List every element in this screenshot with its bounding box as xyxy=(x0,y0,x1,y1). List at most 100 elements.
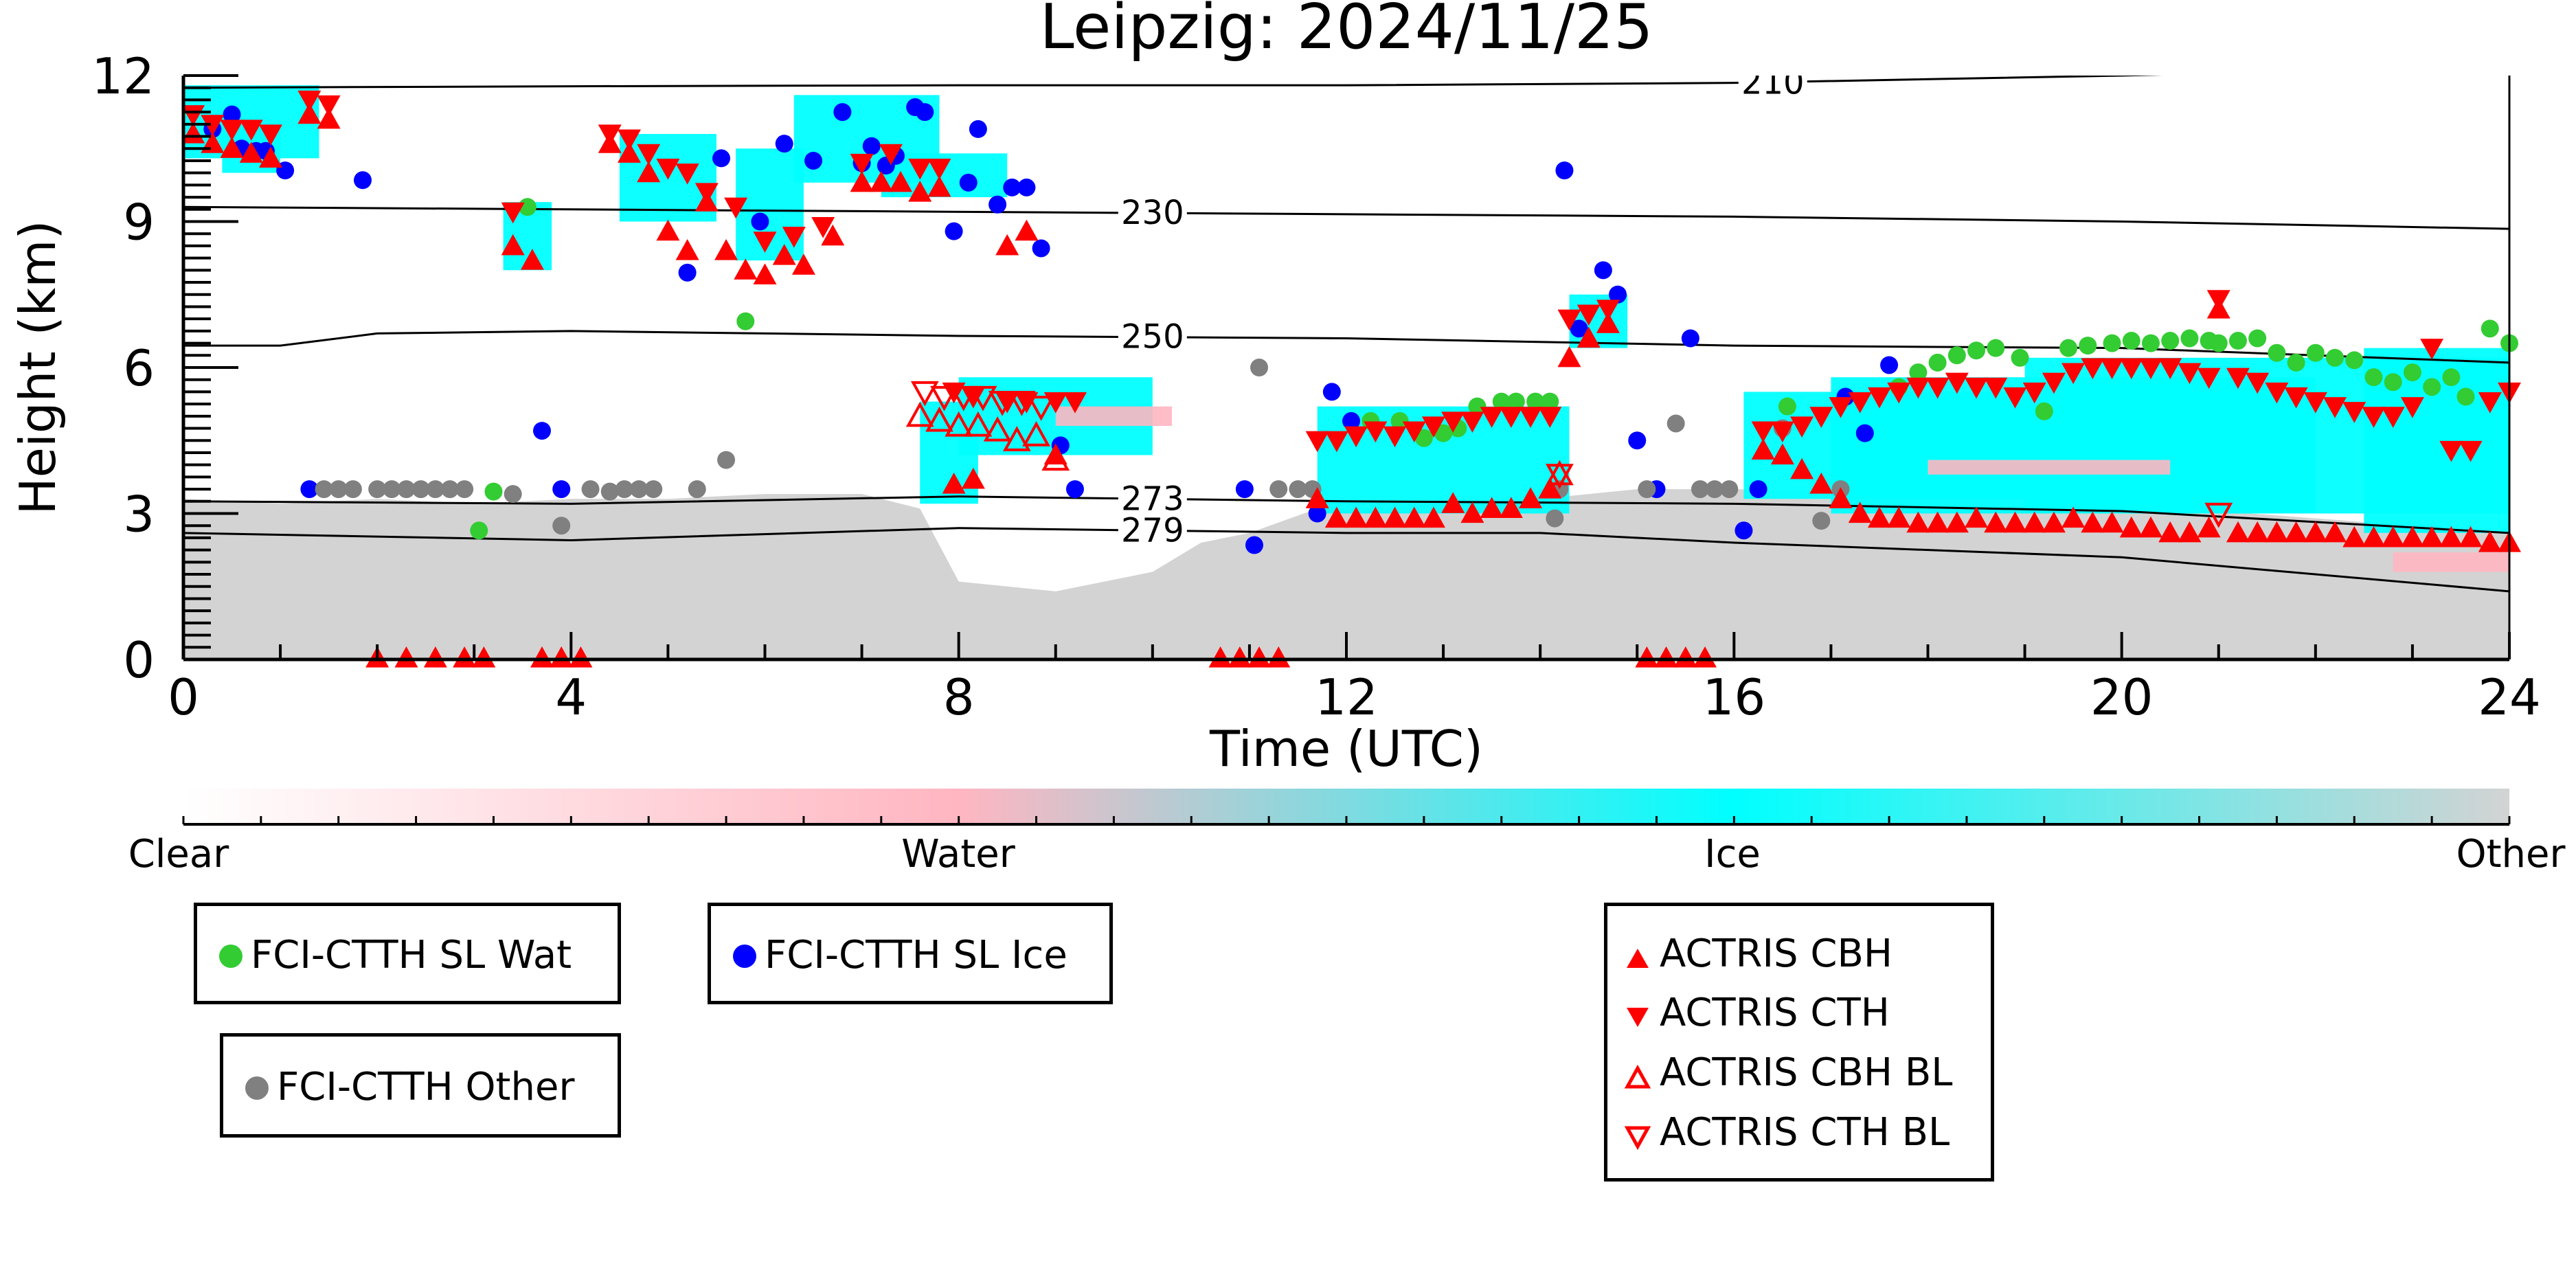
point xyxy=(1706,480,1724,499)
point xyxy=(343,480,362,499)
point xyxy=(2420,339,2444,360)
point xyxy=(2079,337,2097,355)
point xyxy=(1984,377,2008,399)
point xyxy=(782,227,806,248)
point xyxy=(949,385,978,411)
point xyxy=(1506,392,1525,411)
contour-label-210: 210 xyxy=(1741,64,1805,102)
point xyxy=(2268,343,2286,362)
point xyxy=(1538,407,1562,428)
point xyxy=(2481,319,2499,338)
point xyxy=(1546,509,1564,528)
point xyxy=(426,480,444,499)
point xyxy=(1289,480,1307,499)
point xyxy=(2381,407,2405,428)
point xyxy=(317,95,341,117)
point xyxy=(1987,339,2005,357)
point xyxy=(530,646,554,668)
point xyxy=(368,480,387,499)
point xyxy=(1778,397,1796,416)
point xyxy=(2265,521,2289,543)
point xyxy=(2178,363,2202,385)
point xyxy=(2061,506,2086,528)
point xyxy=(644,480,663,499)
point xyxy=(2384,373,2402,392)
point xyxy=(1909,363,1928,382)
point xyxy=(675,163,699,185)
point xyxy=(2226,521,2250,543)
point xyxy=(945,222,963,240)
contour-279 xyxy=(183,527,2509,593)
legend-cth-marker xyxy=(1627,1008,1649,1027)
point xyxy=(983,416,1012,442)
point xyxy=(1691,480,1709,499)
point xyxy=(2362,526,2386,547)
point xyxy=(1247,646,1272,668)
point xyxy=(1308,504,1326,523)
legend-actris: ACTRIS CBH ACTRIS CTH ACTRIS CBH BL ACTR… xyxy=(1604,903,1994,1182)
point xyxy=(791,253,815,275)
point xyxy=(1468,397,1487,416)
legend-cbh-marker xyxy=(1627,949,1649,968)
point xyxy=(1557,346,1581,368)
point xyxy=(2022,511,2046,533)
point xyxy=(2197,516,2221,538)
point xyxy=(1480,497,1504,519)
point xyxy=(453,646,477,668)
point xyxy=(1570,319,1588,338)
contour-label-bg-250 xyxy=(1118,320,1187,352)
point xyxy=(930,385,958,411)
point xyxy=(1015,219,1039,241)
point xyxy=(879,144,903,166)
point xyxy=(1305,487,1329,508)
point xyxy=(2081,358,2105,379)
point xyxy=(2248,329,2267,348)
point xyxy=(1829,487,1853,508)
point xyxy=(2103,334,2121,352)
point xyxy=(1414,429,1433,447)
point xyxy=(1421,506,1445,528)
point xyxy=(1965,377,1989,399)
point xyxy=(617,142,641,163)
point xyxy=(637,161,661,183)
point xyxy=(2161,332,2180,350)
water-region-2 xyxy=(2393,552,2509,572)
point xyxy=(1235,480,1254,499)
series-2 xyxy=(315,359,1850,535)
legend-wat: FCI-CTTH SL Wat xyxy=(194,903,621,1004)
point xyxy=(569,646,593,668)
point xyxy=(2178,521,2202,543)
point xyxy=(850,170,874,192)
colorbar-label-ice: Ice xyxy=(1704,832,1761,877)
point xyxy=(1681,329,1699,348)
point xyxy=(1208,646,1232,668)
point xyxy=(317,107,341,129)
point xyxy=(2459,440,2483,462)
point xyxy=(2403,363,2421,382)
contour-label-250: 250 xyxy=(1121,318,1184,357)
point xyxy=(354,171,372,190)
point xyxy=(1596,312,1620,333)
point xyxy=(1654,646,1678,668)
point xyxy=(383,480,401,499)
point xyxy=(258,124,282,146)
contour-label-bg-279 xyxy=(1118,514,1187,546)
point xyxy=(615,480,633,499)
point xyxy=(2003,387,2027,409)
point xyxy=(964,411,993,437)
point xyxy=(2141,334,2160,352)
point xyxy=(1032,239,1050,258)
point xyxy=(630,480,648,499)
point xyxy=(1344,426,1368,448)
point xyxy=(656,158,680,180)
point xyxy=(1945,372,1969,394)
series-0 xyxy=(470,198,2518,540)
point xyxy=(2100,358,2124,379)
legend-cbh-bl-marker xyxy=(1624,1064,1651,1089)
point xyxy=(1342,411,1361,430)
point xyxy=(2342,526,2366,547)
point xyxy=(2362,407,2386,428)
point xyxy=(1383,426,1407,448)
ice-region-14 xyxy=(2364,348,2509,533)
point xyxy=(675,239,699,260)
